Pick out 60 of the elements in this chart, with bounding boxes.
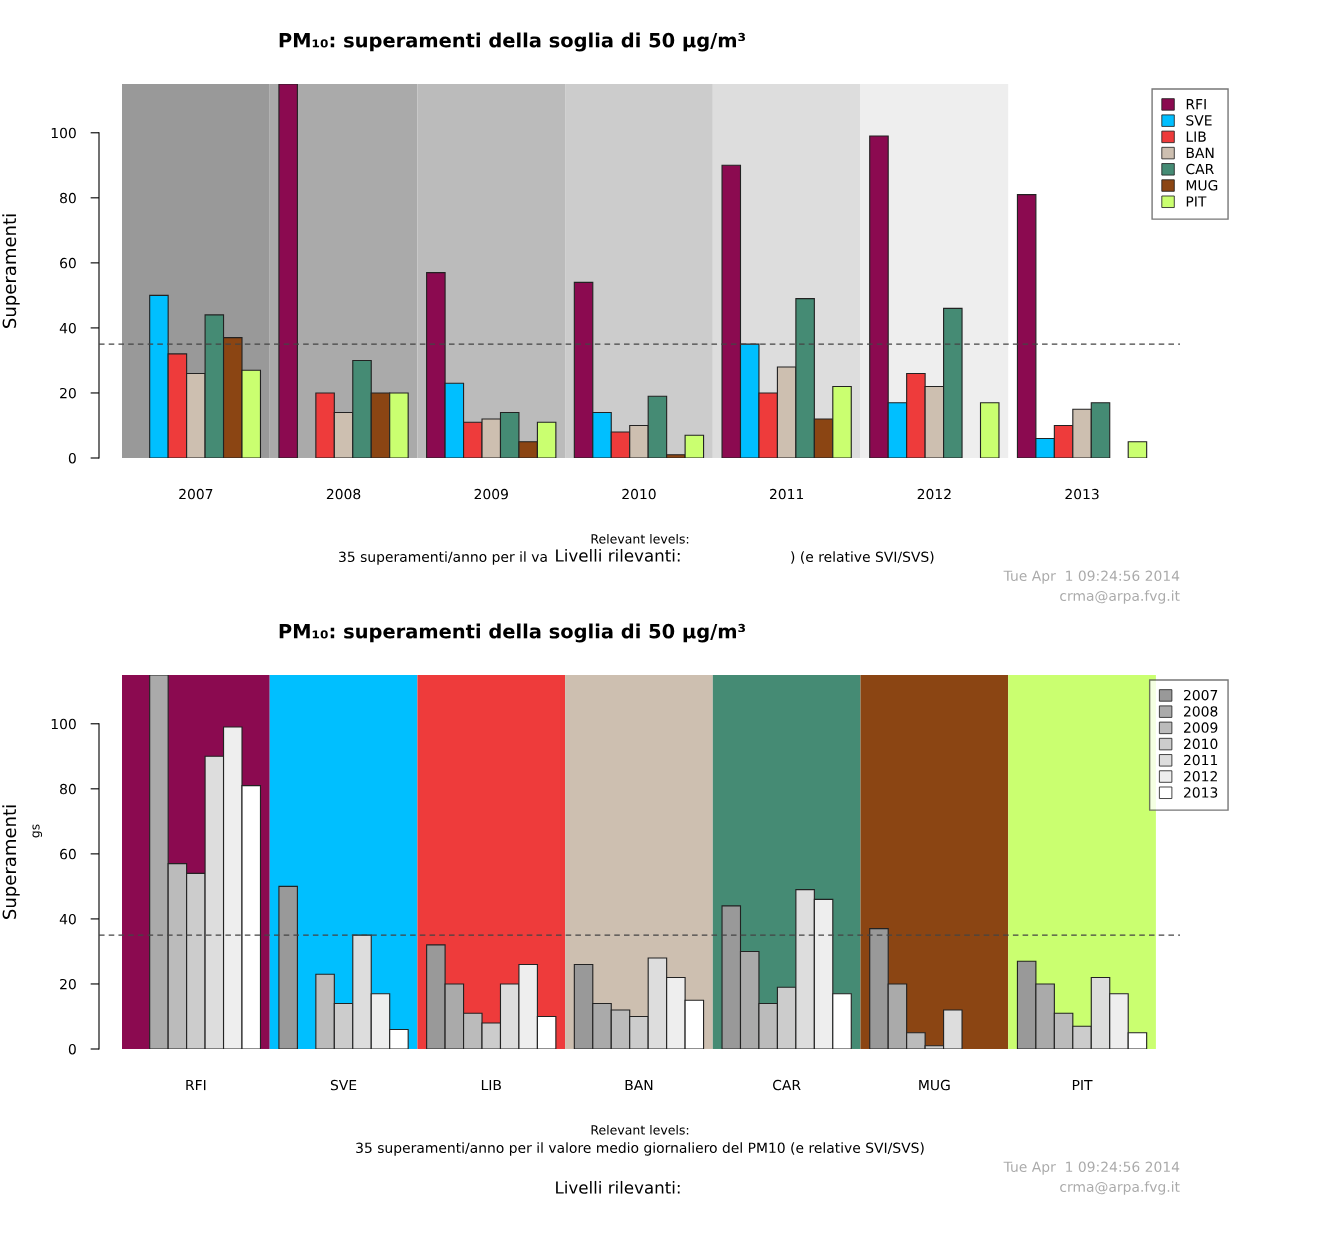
legend-label: SVE <box>1186 115 1212 126</box>
text: gs <box>32 824 43 838</box>
bar <box>278 84 298 458</box>
legend-label: LIB <box>1186 131 1206 142</box>
x-tick-label: CAR <box>773 1079 801 1091</box>
y-tick-label: 60 <box>60 848 76 860</box>
text: Livelli rilevanti: <box>556 1180 680 1194</box>
text: crma@arpa.fvg.it <box>1060 590 1180 604</box>
legend-label: 2010 <box>1184 738 1218 750</box>
y-axis-title: Superamenti <box>2 805 20 919</box>
text: Livelli rilevanti: <box>556 548 680 562</box>
bar <box>278 885 298 1049</box>
text: crma@arpa.fvg.it <box>1060 1181 1180 1195</box>
legend-label: 2011 <box>1184 754 1218 766</box>
y-tick-label: 0 <box>68 452 76 464</box>
y-axis-title: Superamenti <box>2 214 20 328</box>
legend-label: BAN <box>1186 147 1214 158</box>
legend-label: 2012 <box>1184 771 1217 782</box>
text: Tue Apr 1 09:24:56 2014 <box>1003 1161 1180 1175</box>
y-tick-label: 100 <box>51 718 76 730</box>
y-tick-label: 80 <box>60 783 76 795</box>
x-tick-label: 2010 <box>622 488 656 500</box>
x-tick-label: SVE <box>330 1079 357 1091</box>
x-tick-label: 2009 <box>474 488 508 500</box>
x-tick-label: 2012 <box>917 488 951 500</box>
x-tick-label: PIT <box>1072 1079 1093 1091</box>
text: 35 superamenti/anno per il valore medio giornaliero del PM10 (e relative SVI/SVS) <box>356 1142 924 1156</box>
chart-title: PM₁₀: superamenti della soglia di 50 µg/m³ <box>279 623 746 643</box>
text: ) (e relative SVI/SVS) <box>791 551 934 564</box>
x-tick-label: RFI <box>186 1079 206 1091</box>
y-tick-label: 80 <box>60 192 76 204</box>
y-tick-label: 40 <box>59 322 76 334</box>
bar <box>1127 441 1148 458</box>
bar <box>979 402 1000 458</box>
legend-label: MUG <box>1186 180 1218 191</box>
x-tick-label: MUG <box>919 1079 950 1091</box>
y-tick-label: 20 <box>60 978 76 990</box>
legend-label: PIT <box>1186 196 1207 207</box>
text: 35 superamenti/anno per il va <box>339 551 547 565</box>
chart-title: PM₁₀: superamenti della soglia di 50 µg/m³ <box>279 32 746 52</box>
x-tick-label: LIB <box>481 1079 501 1091</box>
x-tick-label: 2013 <box>1065 488 1099 500</box>
x-tick-label: 2008 <box>326 488 361 500</box>
legend-label: CAR <box>1186 163 1214 175</box>
y-tick-label: 0 <box>68 1043 76 1055</box>
y-tick-label: 100 <box>51 127 76 139</box>
legend-label: RFI <box>1186 99 1206 110</box>
y-tick-label: 60 <box>60 257 76 269</box>
legend-label: 2009 <box>1184 722 1218 733</box>
y-tick-label: 20 <box>60 387 76 399</box>
text: Relevant levels: <box>591 1124 689 1135</box>
legend-label: 2008 <box>1184 706 1218 717</box>
x-tick-label: 2007 <box>179 488 213 500</box>
text: Tue Apr 1 09:24:56 2014 <box>1003 570 1180 584</box>
x-tick-label: 2011 <box>769 488 804 500</box>
legend-label: 2007 <box>1184 689 1218 701</box>
y-tick-label: 40 <box>59 913 76 925</box>
x-tick-label: BAN <box>625 1079 653 1091</box>
legend-label: 2013 <box>1184 787 1218 798</box>
text: Relevant levels: <box>591 533 689 544</box>
